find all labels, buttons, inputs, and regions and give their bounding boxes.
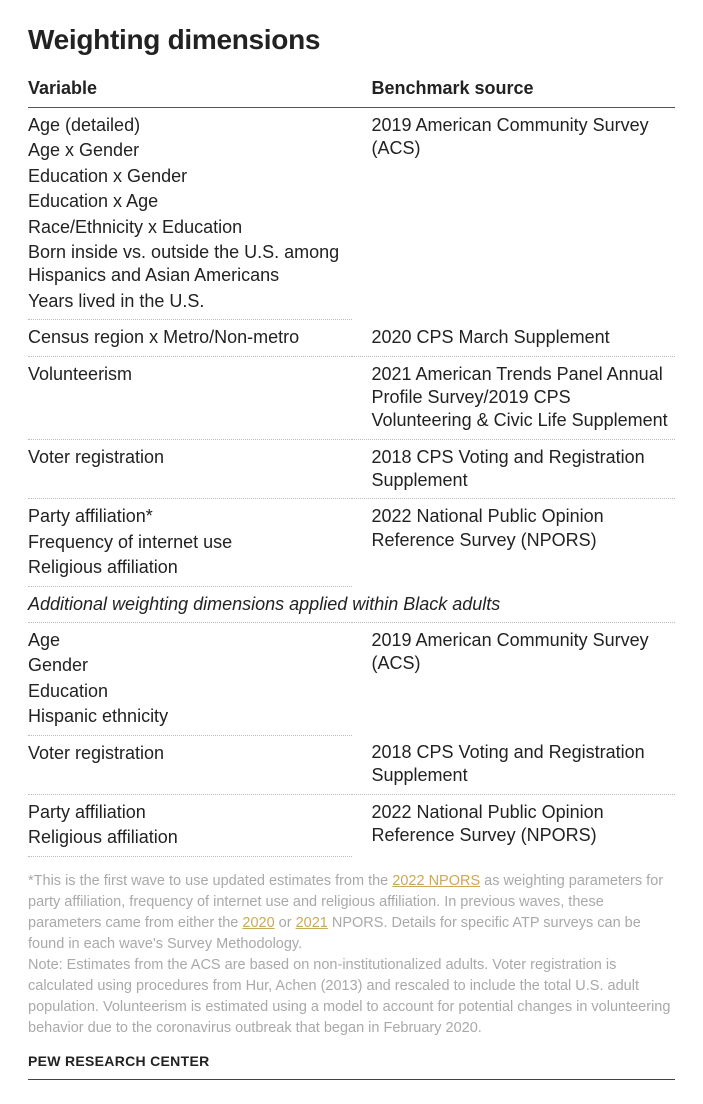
source-cell: 2018 CPS Voting and Registration Supplem… xyxy=(352,735,676,794)
npors-2022-link[interactable]: 2022 NPORS xyxy=(392,873,480,889)
npors-2020-link[interactable]: 2020 xyxy=(242,915,274,931)
source-cell: 2019 American Community Survey (ACS) xyxy=(352,623,676,736)
source-cell: 2021 American Trends Panel Annual Profil… xyxy=(352,356,676,439)
variable-cell: Age xyxy=(28,623,352,653)
variable-cell: Education x Age xyxy=(28,188,352,213)
variable-cell: Race/Ethnicity x Education xyxy=(28,214,352,239)
variable-cell: Frequency of internet use xyxy=(28,529,352,554)
variable-cell: Voter registration xyxy=(28,735,352,794)
variable-cell: Party affiliation xyxy=(28,794,352,824)
variable-cell: Born inside vs. outside the U.S. among H… xyxy=(28,239,352,288)
variable-cell: Voter registration xyxy=(28,439,352,499)
column-header-source: Benchmark source xyxy=(352,74,676,108)
variable-cell: Party affiliation* xyxy=(28,499,352,529)
source-cell: 2022 National Public Opinion Reference S… xyxy=(352,499,676,586)
table-body: Age (detailed) 2019 American Community S… xyxy=(28,108,675,857)
variable-cell: Education xyxy=(28,678,352,703)
footnote-text: *This is the first wave to use updated e… xyxy=(28,873,392,889)
variable-cell: Gender xyxy=(28,652,352,677)
source-cell: 2022 National Public Opinion Reference S… xyxy=(352,794,676,856)
npors-2021-link[interactable]: 2021 xyxy=(296,915,328,931)
source-cell: 2020 CPS March Supplement xyxy=(352,320,676,356)
column-header-variable: Variable xyxy=(28,74,352,108)
footnote-text: or xyxy=(275,915,296,931)
variable-cell: Religious affiliation xyxy=(28,824,352,856)
page-title: Weighting dimensions xyxy=(28,24,675,56)
variable-cell: Religious affiliation xyxy=(28,554,352,586)
weighting-table: Variable Benchmark source Age (detailed)… xyxy=(28,74,675,857)
footnotes: *This is the first wave to use updated e… xyxy=(28,871,675,1039)
variable-cell: Census region x Metro/Non-metro xyxy=(28,320,352,356)
variable-cell: Hispanic ethnicity xyxy=(28,703,352,735)
source-cell: 2019 American Community Survey (ACS) xyxy=(352,108,676,320)
section-header: Additional weighting dimensions applied … xyxy=(28,586,675,622)
variable-cell: Age (detailed) xyxy=(28,108,352,138)
variable-cell: Years lived in the U.S. xyxy=(28,288,352,320)
source-org: PEW RESEARCH CENTER xyxy=(28,1053,675,1080)
source-cell: 2018 CPS Voting and Registration Supplem… xyxy=(352,439,676,499)
variable-cell: Age x Gender xyxy=(28,137,352,162)
variable-cell: Volunteerism xyxy=(28,356,352,439)
variable-cell: Education x Gender xyxy=(28,163,352,188)
